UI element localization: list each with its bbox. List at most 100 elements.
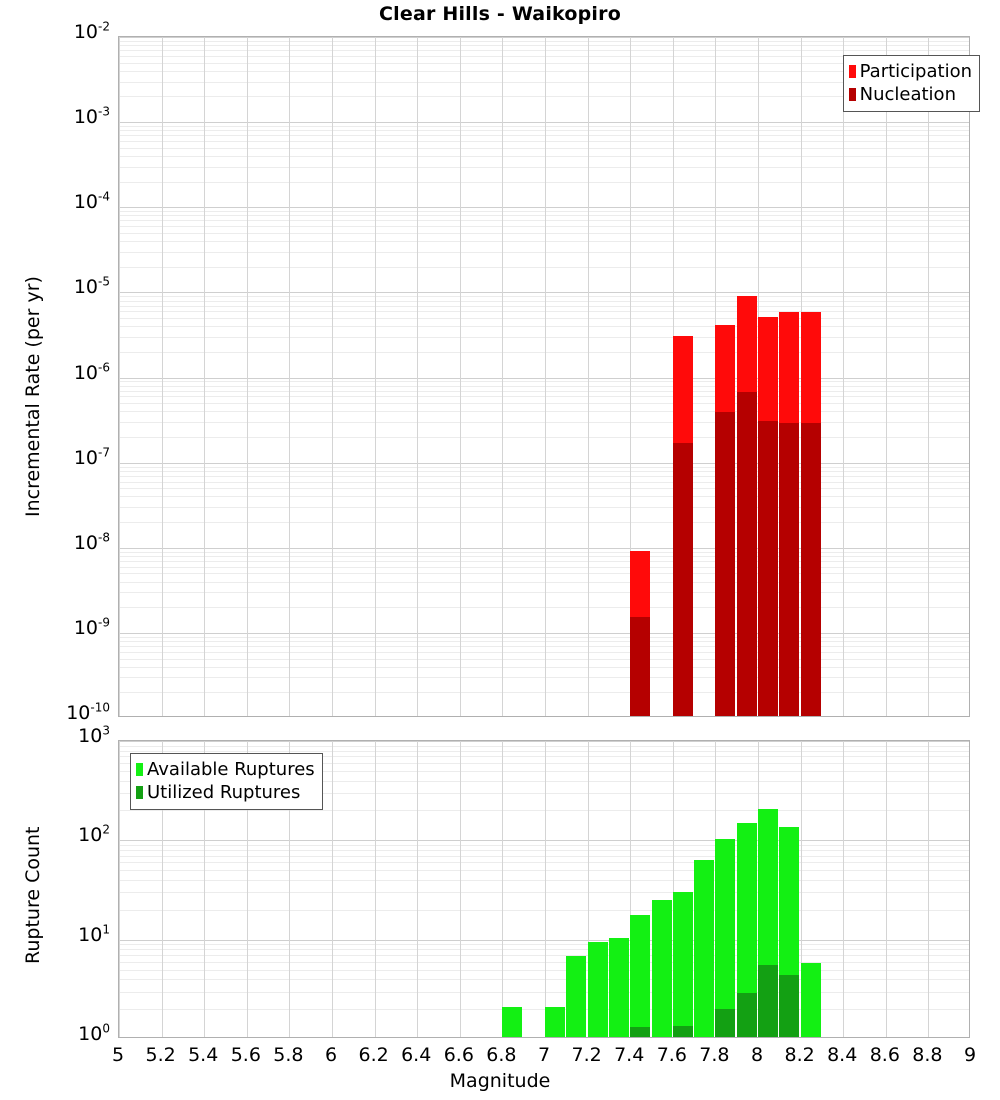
- gridline-horizontal: [119, 892, 969, 893]
- gridline-horizontal: [119, 870, 969, 871]
- gridline-horizontal: [119, 641, 969, 642]
- gridline-horizontal: [119, 607, 969, 608]
- legend-entry[interactable]: Utilized Ruptures: [136, 781, 315, 804]
- gridline-horizontal: [119, 396, 969, 397]
- bar-utilized-ruptures: [715, 1009, 735, 1037]
- gridline-horizontal: [119, 955, 969, 956]
- page-title: Clear Hills - Waikopiro: [379, 3, 621, 25]
- y-tick-label: 10-10: [66, 700, 110, 724]
- gridline-horizontal: [119, 677, 969, 678]
- legend-entry[interactable]: Nucleation: [848, 83, 972, 106]
- legend-entry[interactable]: Available Ruptures: [136, 758, 315, 781]
- bar-available-ruptures: [566, 956, 586, 1037]
- gridline-horizontal: [119, 940, 969, 941]
- gridline-vertical: [247, 37, 248, 716]
- x-tick-label: 6.8: [486, 1044, 517, 1066]
- y-tick-label: 100: [78, 1021, 110, 1045]
- bar-nucleation: [801, 423, 821, 716]
- gridline-vertical: [843, 741, 844, 1037]
- legend-label: Utilized Ruptures: [147, 781, 301, 803]
- gridline-horizontal: [119, 756, 969, 757]
- gridline-horizontal: [119, 135, 969, 136]
- gridline-horizontal: [119, 850, 969, 851]
- gridline-horizontal: [119, 337, 969, 338]
- gridline-horizontal: [119, 637, 969, 638]
- gridline-horizontal: [119, 552, 969, 553]
- gridline-horizontal: [119, 962, 969, 963]
- gridline-horizontal: [119, 156, 969, 157]
- gridline-horizontal: [119, 311, 969, 312]
- gridline-horizontal: [119, 37, 969, 38]
- bar-available-ruptures: [609, 937, 629, 1037]
- gridline-horizontal: [119, 573, 969, 574]
- gridline-vertical: [588, 741, 589, 1037]
- bar-nucleation: [673, 443, 693, 716]
- y-tick-label: 102: [78, 823, 110, 847]
- gridline-horizontal: [119, 633, 969, 634]
- gridline-horizontal: [119, 667, 969, 668]
- bar-nucleation: [758, 421, 778, 716]
- x-tick-label: 6.4: [401, 1044, 432, 1066]
- y-tick-label: 10-5: [73, 275, 110, 299]
- legend-entry[interactable]: Participation: [848, 60, 972, 83]
- gridline-horizontal: [119, 692, 969, 693]
- bar-nucleation: [630, 617, 650, 716]
- gridline-horizontal: [119, 41, 969, 42]
- gridline-horizontal: [119, 471, 969, 472]
- bar-available-ruptures: [673, 891, 693, 1037]
- bar-utilized-ruptures: [758, 965, 778, 1037]
- gridline-horizontal: [119, 233, 969, 234]
- gridline-horizontal: [119, 856, 969, 857]
- gridline-horizontal: [119, 522, 969, 523]
- x-tick-label: 7: [537, 1044, 551, 1066]
- x-tick-label: 6.6: [443, 1044, 474, 1066]
- gridline-vertical: [375, 741, 376, 1037]
- gridline-horizontal: [119, 130, 969, 131]
- gridline-vertical: [630, 37, 631, 716]
- rupture-count-legend: Available Ruptures Utilized Ruptures: [130, 753, 323, 810]
- gridline-horizontal: [119, 561, 969, 562]
- incremental-rate-axis-label: Incremental Rate (per yr): [22, 275, 44, 517]
- x-tick-label: 5.2: [145, 1044, 176, 1066]
- x-tick-label: 8: [750, 1044, 764, 1066]
- rupture-count-plot-area: [119, 741, 969, 1037]
- gridline-horizontal: [119, 226, 969, 227]
- x-tick-label: 9: [963, 1044, 977, 1066]
- gridline-horizontal: [119, 96, 969, 97]
- gridline-horizontal: [119, 763, 969, 764]
- gridline-vertical: [332, 37, 333, 716]
- y-tick-label: 101: [78, 922, 110, 946]
- gridline-vertical: [588, 37, 589, 716]
- gridline-horizontal: [119, 556, 969, 557]
- legend-swatch-icon: [848, 65, 856, 78]
- y-tick-label: 10-9: [73, 615, 110, 639]
- gridline-horizontal: [119, 746, 969, 747]
- gridline-horizontal: [119, 771, 969, 772]
- gridline-horizontal: [119, 296, 969, 297]
- gridline-horizontal: [119, 391, 969, 392]
- gridline-vertical: [204, 741, 205, 1037]
- gridline-horizontal: [119, 141, 969, 142]
- gridline-vertical: [843, 37, 844, 716]
- gridline-horizontal: [119, 252, 969, 253]
- legend-swatch-icon: [848, 88, 856, 101]
- gridline-vertical: [162, 741, 163, 1037]
- gridline-vertical: [460, 37, 461, 716]
- gridline-horizontal: [119, 741, 969, 742]
- gridline-horizontal: [119, 381, 969, 382]
- gridline-vertical: [204, 37, 205, 716]
- incremental-rate-plot-area: [119, 37, 969, 716]
- y-tick-label: 10-7: [73, 445, 110, 469]
- gridline-horizontal: [119, 652, 969, 653]
- gridline-horizontal: [119, 182, 969, 183]
- legend-swatch-icon: [136, 786, 143, 799]
- gridline-horizontal: [119, 582, 969, 583]
- gridline-horizontal: [119, 548, 969, 549]
- bar-nucleation: [737, 392, 757, 716]
- bar-available-ruptures: [502, 1007, 522, 1037]
- bar-nucleation: [715, 412, 735, 716]
- bar-available-ruptures: [801, 963, 821, 1037]
- gridline-horizontal: [119, 241, 969, 242]
- gridline-horizontal: [119, 592, 969, 593]
- gridline-horizontal: [119, 306, 969, 307]
